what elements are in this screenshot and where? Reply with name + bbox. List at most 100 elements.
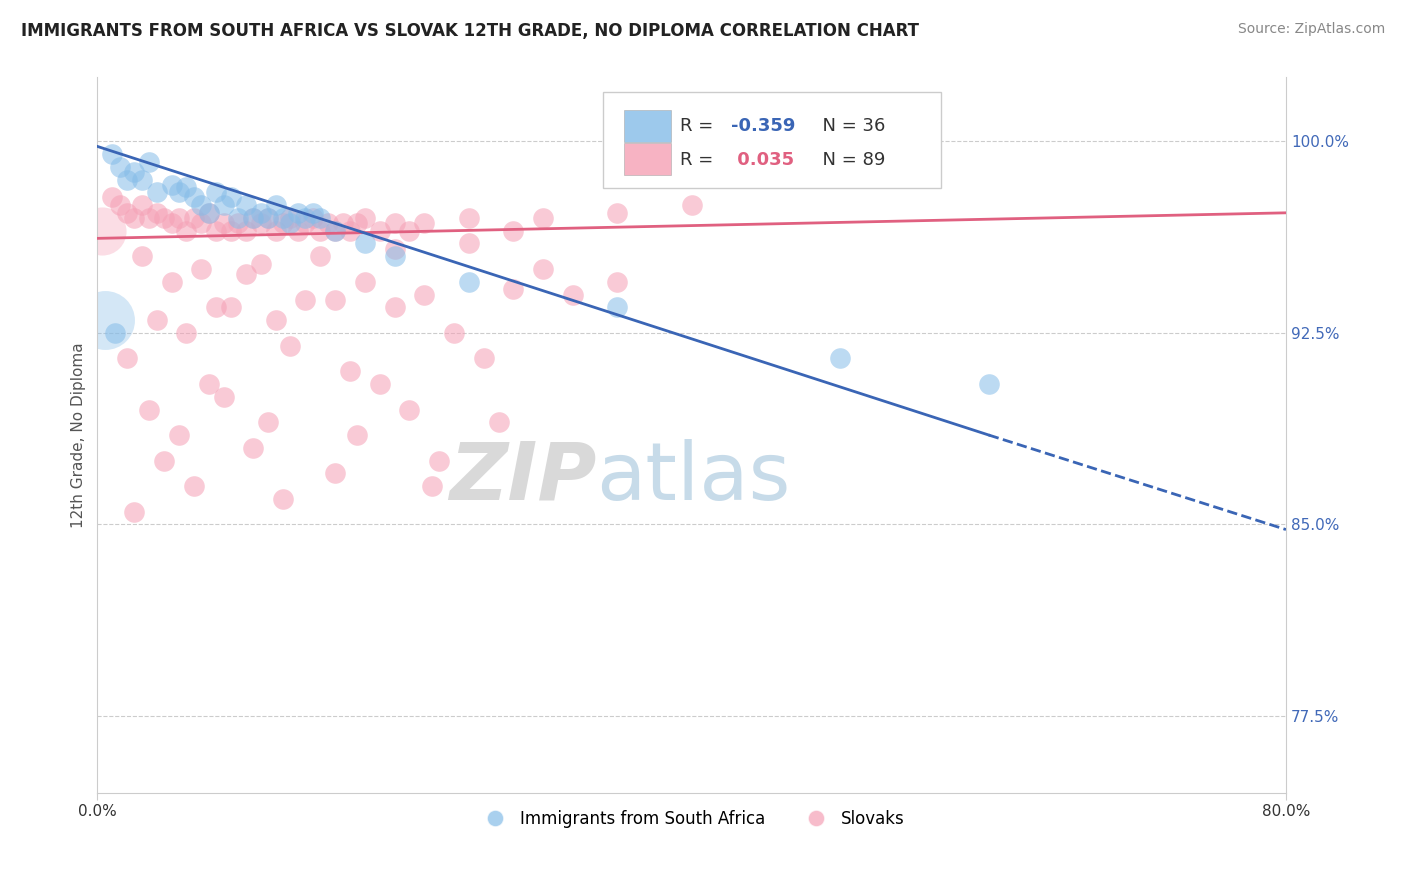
- Point: [115, 172, 138, 186]
- Point: [384, 249, 406, 263]
- Point: [212, 390, 235, 404]
- Point: [197, 206, 219, 220]
- Point: [488, 415, 510, 429]
- Point: [242, 211, 264, 225]
- Point: [457, 236, 479, 251]
- Point: [830, 351, 852, 366]
- Point: [443, 326, 465, 340]
- Point: [332, 216, 354, 230]
- Point: [124, 211, 146, 225]
- Point: [457, 211, 479, 225]
- Point: [977, 376, 1000, 391]
- Point: [205, 224, 228, 238]
- Legend: Immigrants from South Africa, Slovaks: Immigrants from South Africa, Slovaks: [472, 803, 911, 834]
- Point: [271, 211, 294, 225]
- Point: [146, 313, 169, 327]
- Point: [398, 224, 420, 238]
- Point: [339, 364, 361, 378]
- Point: [353, 236, 375, 251]
- Point: [301, 206, 323, 220]
- Point: [160, 275, 183, 289]
- Point: [131, 198, 153, 212]
- Point: [153, 211, 176, 225]
- Point: [264, 224, 287, 238]
- Point: [197, 376, 219, 391]
- Point: [280, 216, 302, 230]
- Point: [101, 190, 124, 204]
- Point: [264, 198, 287, 212]
- Point: [561, 287, 583, 301]
- Point: [219, 301, 242, 315]
- Point: [323, 224, 346, 238]
- Point: [681, 198, 703, 212]
- Point: [176, 224, 198, 238]
- Text: Source: ZipAtlas.com: Source: ZipAtlas.com: [1237, 22, 1385, 37]
- Point: [131, 249, 153, 263]
- Point: [167, 428, 190, 442]
- Point: [249, 257, 271, 271]
- Text: atlas: atlas: [596, 439, 792, 517]
- Point: [197, 206, 219, 220]
- Point: [413, 216, 436, 230]
- Point: [176, 180, 198, 194]
- Point: [353, 211, 375, 225]
- Point: [219, 190, 242, 204]
- Point: [309, 211, 332, 225]
- Point: [271, 491, 294, 506]
- Point: [249, 206, 271, 220]
- Point: [502, 282, 524, 296]
- Point: [94, 313, 117, 327]
- Text: N = 36: N = 36: [810, 117, 884, 135]
- Point: [183, 479, 205, 493]
- Point: [427, 453, 450, 467]
- Point: [183, 190, 205, 204]
- FancyBboxPatch shape: [624, 144, 672, 176]
- Point: [257, 415, 280, 429]
- Point: [287, 224, 309, 238]
- Point: [606, 275, 628, 289]
- Point: [108, 160, 131, 174]
- Point: [294, 216, 316, 230]
- Point: [124, 165, 146, 179]
- Point: [160, 216, 183, 230]
- Point: [294, 293, 316, 307]
- Point: [413, 287, 436, 301]
- Point: [301, 211, 323, 225]
- Text: R =: R =: [679, 117, 718, 135]
- Point: [90, 224, 112, 238]
- Point: [420, 479, 443, 493]
- Point: [457, 275, 479, 289]
- FancyBboxPatch shape: [603, 92, 941, 188]
- Point: [280, 338, 302, 352]
- Point: [138, 402, 160, 417]
- Point: [323, 224, 346, 238]
- Point: [235, 198, 257, 212]
- Text: 0.035: 0.035: [731, 151, 794, 169]
- Point: [228, 211, 250, 225]
- Point: [235, 224, 257, 238]
- Point: [212, 198, 235, 212]
- Point: [368, 224, 391, 238]
- Point: [606, 301, 628, 315]
- Point: [176, 326, 198, 340]
- Point: [190, 216, 212, 230]
- Point: [368, 376, 391, 391]
- Point: [242, 441, 264, 455]
- Point: [219, 224, 242, 238]
- Text: -0.359: -0.359: [731, 117, 796, 135]
- Point: [212, 216, 235, 230]
- Point: [138, 154, 160, 169]
- Point: [104, 326, 127, 340]
- Point: [384, 216, 406, 230]
- Point: [124, 505, 146, 519]
- Point: [309, 224, 332, 238]
- Point: [205, 301, 228, 315]
- Point: [264, 313, 287, 327]
- Point: [309, 249, 332, 263]
- Point: [108, 198, 131, 212]
- Point: [190, 262, 212, 277]
- Text: N = 89: N = 89: [810, 151, 884, 169]
- Text: IMMIGRANTS FROM SOUTH AFRICA VS SLOVAK 12TH GRADE, NO DIPLOMA CORRELATION CHART: IMMIGRANTS FROM SOUTH AFRICA VS SLOVAK 1…: [21, 22, 920, 40]
- Point: [228, 216, 250, 230]
- Point: [339, 224, 361, 238]
